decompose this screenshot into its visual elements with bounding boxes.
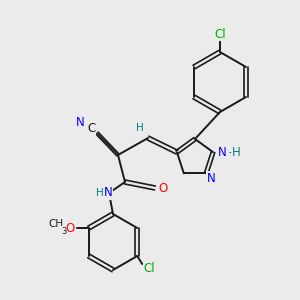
Text: O: O — [65, 221, 74, 235]
Text: 3: 3 — [61, 226, 66, 236]
Text: Cl: Cl — [143, 262, 155, 275]
Text: O: O — [158, 182, 168, 194]
Text: H: H — [136, 123, 144, 133]
Text: N: N — [103, 187, 112, 200]
Text: H: H — [96, 188, 104, 198]
Text: N: N — [218, 146, 226, 159]
Text: Cl: Cl — [214, 28, 226, 40]
Text: H: H — [232, 146, 240, 159]
Text: CH: CH — [48, 219, 63, 229]
Text: N: N — [76, 116, 84, 130]
Text: C: C — [87, 122, 95, 134]
Text: -: - — [228, 146, 232, 159]
Text: N: N — [207, 172, 215, 185]
